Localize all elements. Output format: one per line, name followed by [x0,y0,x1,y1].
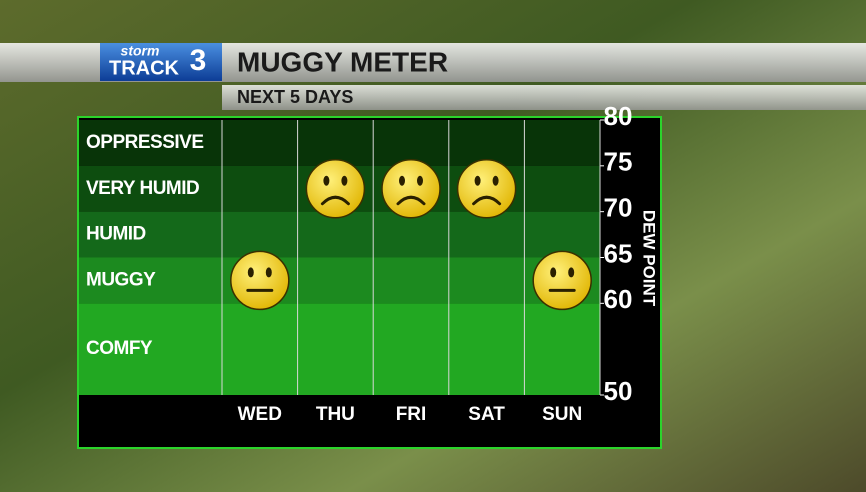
face-disc [381,159,441,219]
face [456,159,517,219]
eye [265,267,272,278]
eye [417,175,423,186]
chart-subtitle: NEXT 5 DAYS [237,87,353,107]
band-label: MUGGY [86,269,156,290]
x-tick-label: THU [316,404,355,425]
band-label: COMFY [86,338,153,359]
band-label: VERY HUMID [86,178,199,199]
x-tick-label: WED [238,404,282,425]
logo-small: storm [121,43,160,59]
x-tick-label: FRI [396,404,427,425]
band-label: OPPRESSIVE [86,132,204,153]
chart-title: MUGGY METER [237,46,448,77]
y-tick-label: 70 [604,193,633,223]
x-tick-label: SAT [468,404,505,425]
face [305,159,366,219]
face-disc [456,159,517,219]
logo [100,43,222,81]
band [79,257,600,304]
eye [247,267,254,278]
eye [323,175,330,186]
logo-big: TRACK [109,57,180,79]
mouth [472,195,502,206]
logo-number: 3 [190,44,207,77]
y-tick-label: 60 [604,284,633,314]
y-tick-label: 50 [604,376,633,406]
eye [550,267,557,278]
eye [399,175,405,186]
face [532,250,592,311]
subtitle-bar [222,85,866,110]
mouth [396,195,426,206]
y-axis-label: DEW POINT [640,210,659,307]
face [230,250,290,311]
eye [568,267,575,278]
band [79,303,600,395]
eye [492,175,499,186]
y-tick-label: 65 [604,238,633,268]
band [79,211,600,258]
eye [474,175,481,186]
face-disc [230,250,290,311]
eye [341,175,348,186]
x-tick-label: SUN [542,404,582,425]
mouth [320,195,350,206]
face-disc [305,159,366,219]
face [381,159,441,219]
band [79,120,600,166]
band-label: HUMID [86,224,146,245]
face-disc [532,250,592,311]
y-tick-label: 75 [604,147,633,177]
y-tick-label: 80 [604,101,633,131]
